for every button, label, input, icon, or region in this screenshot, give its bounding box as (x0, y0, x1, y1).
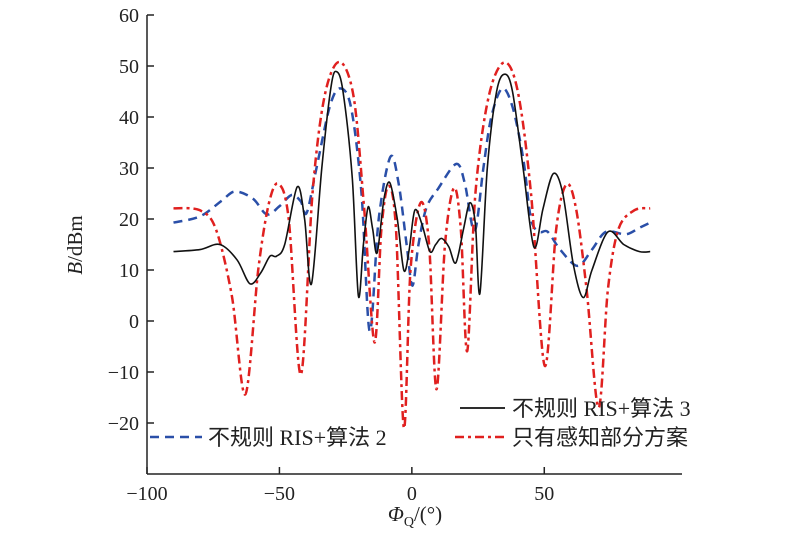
y-tick-label: 10 (119, 260, 139, 282)
y-tick-label: 20 (119, 209, 139, 231)
series-line-solid (173, 70, 651, 299)
y-tick-label: 0 (129, 311, 139, 333)
y-axis-title: B/dBm (63, 215, 87, 275)
axes (146, 15, 682, 475)
y-tick-label: −10 (108, 362, 139, 384)
y-tick-label: −20 (108, 413, 139, 435)
legend-item-sensing-only: 只有感知部分方案 (455, 425, 688, 450)
series-line-dashed (173, 87, 651, 333)
x-tick-label: 0 (407, 483, 417, 505)
series-group (173, 60, 651, 430)
legend: 不规则 RIS+算法 3 不规则 RIS+算法 2 只有感知部分方案 (150, 396, 691, 450)
x-tick-label: 50 (534, 483, 554, 505)
legend-label: 不规则 RIS+算法 3 (512, 396, 691, 421)
series-line-dashdot (173, 60, 651, 430)
legend-label: 只有感知部分方案 (512, 425, 688, 450)
legend-item-algorithm-3: 不规则 RIS+算法 3 (460, 396, 691, 421)
legend-item-algorithm-2: 不规则 RIS+算法 2 (150, 425, 387, 450)
y-tick-label: 60 (119, 5, 139, 27)
x-tick-label: −50 (264, 483, 295, 505)
x-axis-title: ΦQ/(°) (388, 502, 442, 530)
legend-label: 不规则 RIS+算法 2 (208, 425, 387, 450)
y-tick-label: 30 (119, 158, 139, 180)
y-tick-label: 50 (119, 56, 139, 78)
y-tick-label: 40 (119, 107, 139, 129)
x-tick-label: −100 (126, 483, 167, 505)
